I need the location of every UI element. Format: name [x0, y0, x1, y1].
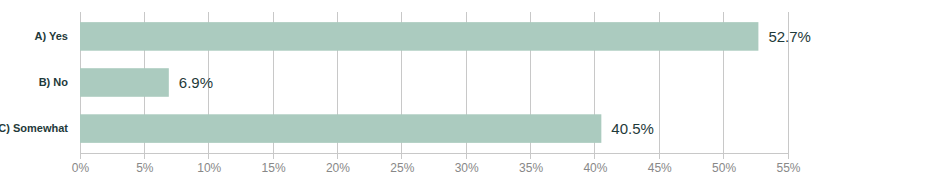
tick: 5%	[136, 153, 154, 175]
tick-label: 5%	[136, 161, 154, 175]
tick-label: 15%	[262, 161, 286, 175]
chart: 0% 5% 10% 15% 20% 25% 30% 35% 40% 45% 50% 55% A) Yes…	[0, 0, 945, 185]
category-label: C) Somewhat	[0, 122, 68, 134]
tick: 0%	[72, 153, 90, 175]
tick: 35%	[519, 153, 543, 175]
data-label: 52.7%	[768, 28, 811, 45]
category-label: B) No	[39, 76, 69, 88]
tick: 25%	[390, 153, 414, 175]
tick-label: 45%	[648, 161, 672, 175]
data-label: 40.5%	[611, 120, 654, 137]
data-labels: 52.7% 6.9% 40.5%	[179, 28, 811, 137]
tick: 55%	[776, 153, 800, 175]
tick-label: 10%	[197, 161, 221, 175]
tick-label: 55%	[776, 161, 800, 175]
tick-label: 50%	[712, 161, 736, 175]
y-axis: A) Yes B) No C) Somewhat	[0, 30, 68, 134]
plot: 0% 5% 10% 15% 20% 25% 30% 35% 40% 45% 50% 55% A) Yes…	[0, 12, 811, 175]
category-label: A) Yes	[35, 30, 68, 42]
bar	[80, 68, 169, 97]
tick: 50%	[712, 153, 736, 175]
tick-label: 20%	[326, 161, 350, 175]
tick-label: 25%	[390, 161, 414, 175]
tick: 10%	[197, 153, 221, 175]
data-label: 6.9%	[179, 74, 213, 91]
grid	[80, 12, 788, 159]
x-axis: 0% 5% 10% 15% 20% 25% 30% 35% 40% 45% 50% 55%	[72, 153, 801, 175]
tick: 45%	[648, 153, 672, 175]
tick: 15%	[262, 153, 286, 175]
tick-label: 35%	[519, 161, 543, 175]
bar	[80, 114, 601, 143]
bars	[80, 22, 758, 143]
tick: 40%	[583, 153, 607, 175]
tick: C) Somewhat	[0, 122, 68, 134]
tick: 30%	[455, 153, 479, 175]
tick-label: 40%	[583, 161, 607, 175]
axis-line	[81, 153, 789, 154]
tick-label: 30%	[455, 161, 479, 175]
tick: 20%	[326, 153, 350, 175]
tick: B) No	[39, 76, 69, 88]
bar	[80, 22, 758, 51]
tick: A) Yes	[35, 30, 68, 42]
tick-label: 0%	[72, 161, 90, 175]
